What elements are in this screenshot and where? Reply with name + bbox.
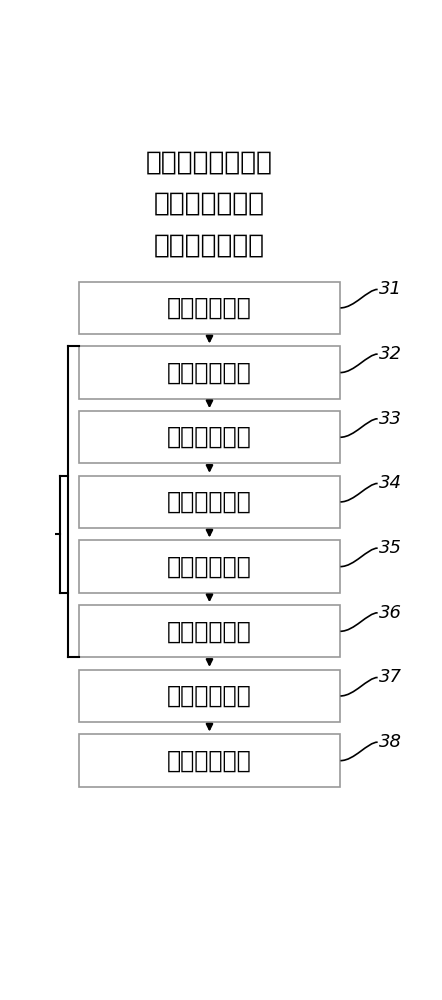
Text: 32: 32 <box>379 345 402 363</box>
FancyBboxPatch shape <box>79 605 340 657</box>
Text: 第一生成单元: 第一生成单元 <box>167 425 252 449</box>
Text: 托盘三维数字化: 托盘三维数字化 <box>154 191 265 217</box>
FancyBboxPatch shape <box>79 670 340 722</box>
Text: 33: 33 <box>379 410 402 428</box>
Text: 35: 35 <box>379 539 402 557</box>
Text: 第一获取单元: 第一获取单元 <box>167 296 252 320</box>
FancyBboxPatch shape <box>79 540 340 593</box>
Text: 第五生成单元: 第五生成单元 <box>167 684 252 708</box>
FancyBboxPatch shape <box>79 411 340 463</box>
Text: 第三生成单元: 第三生成单元 <box>167 555 252 579</box>
Text: 36: 36 <box>379 604 402 622</box>
FancyBboxPatch shape <box>79 282 340 334</box>
Text: 38: 38 <box>379 733 402 751</box>
FancyBboxPatch shape <box>79 734 340 787</box>
FancyBboxPatch shape <box>79 346 340 399</box>
Text: 第二获取单元: 第二获取单元 <box>167 361 252 385</box>
Text: 模型的生成装置: 模型的生成装置 <box>154 232 265 258</box>
Text: 正畸间接粘接转移: 正畸间接粘接转移 <box>146 149 273 175</box>
Text: 34: 34 <box>379 474 402 492</box>
Text: 37: 37 <box>379 668 402 686</box>
Text: 31: 31 <box>379 280 402 298</box>
FancyBboxPatch shape <box>79 476 340 528</box>
Text: 第二生成单元: 第二生成单元 <box>167 490 252 514</box>
Text: 第四生成单元: 第四生成单元 <box>167 619 252 643</box>
Text: 第六生成单元: 第六生成单元 <box>167 749 252 773</box>
